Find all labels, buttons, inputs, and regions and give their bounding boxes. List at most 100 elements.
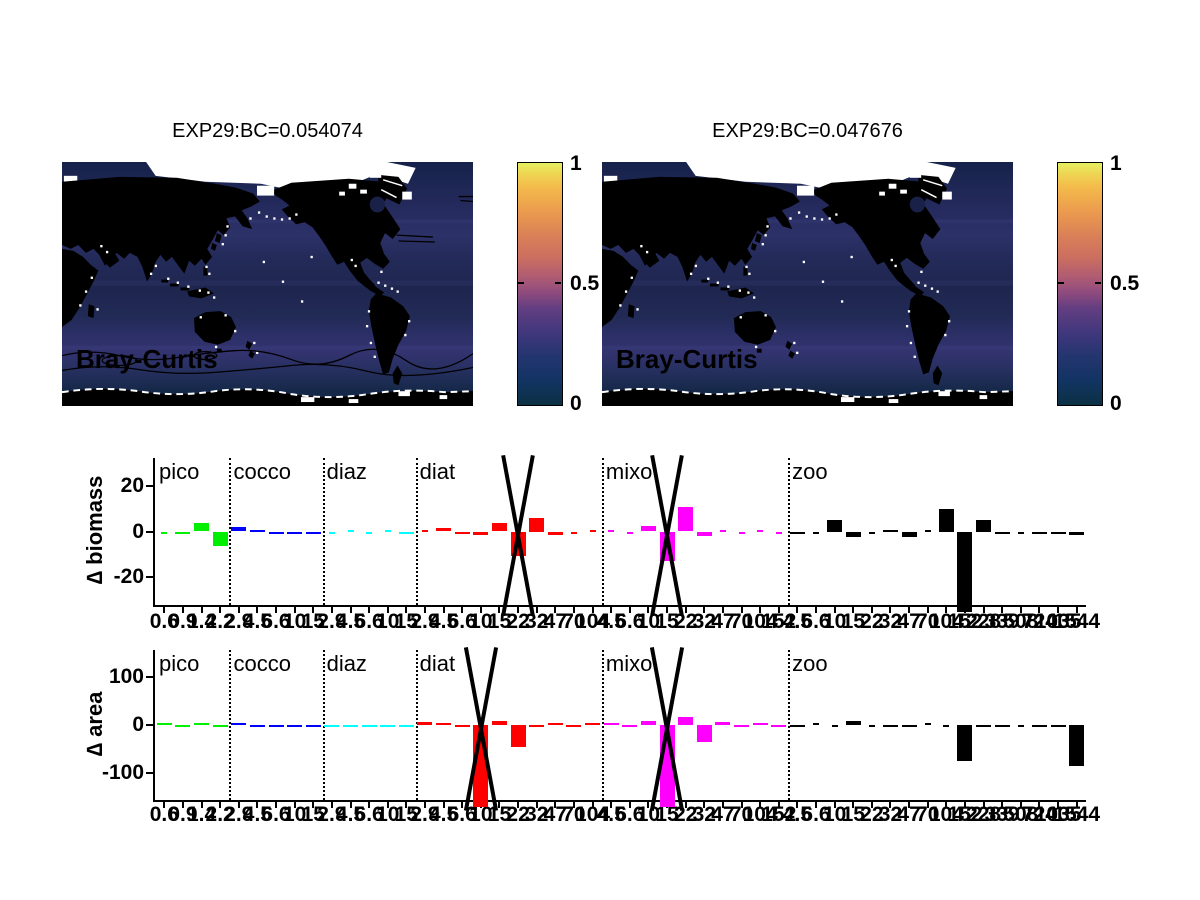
bar-zoo — [1017, 725, 1024, 727]
x-tick-label: 0.6 — [149, 610, 179, 633]
bar-pico — [175, 725, 191, 727]
bar-zoo — [789, 531, 805, 534]
bar-zoo — [976, 725, 992, 727]
x-tick — [517, 607, 520, 613]
x-tick-label: 4.5 — [782, 610, 812, 633]
x-tick — [610, 607, 613, 613]
bar-zoo — [957, 531, 973, 612]
bar-zoo — [924, 529, 931, 532]
bar-cocco — [231, 723, 247, 725]
y-tick-label: -100 — [101, 761, 144, 785]
x-tick-label: 32 — [878, 610, 903, 633]
x-tick-label: 4.5 — [242, 803, 272, 826]
colorbar-right-tick-05: 0.5 — [1110, 272, 1140, 295]
x-tick-label: 339 — [984, 610, 1020, 633]
x-tick-label: 6.6 — [615, 803, 645, 826]
x-tick-label: 47 — [711, 610, 735, 633]
x-tick-label: 1544 — [1053, 803, 1101, 826]
bar-mixo — [603, 723, 619, 725]
colorbar-right-tick-1: 1 — [1110, 152, 1122, 175]
y-tick — [146, 484, 153, 487]
bar-pico — [212, 531, 228, 547]
x-tick-label: 104 — [928, 803, 964, 826]
x-tick-label: 6.6 — [261, 803, 291, 826]
x-tick-label: 15 — [394, 803, 419, 826]
x-tick-label: 2.2 — [205, 610, 235, 633]
bar-diat — [421, 529, 428, 532]
y-tick — [146, 772, 153, 775]
x-tick — [833, 802, 836, 808]
bar-zoo — [868, 725, 875, 727]
x-tick-label: 70 — [729, 803, 754, 826]
x-tick-label: 15 — [301, 610, 325, 633]
x-tick — [572, 607, 575, 613]
x-tick — [703, 607, 706, 613]
x-tick-label: 1035 — [1034, 610, 1082, 633]
x-tick — [219, 802, 222, 808]
bar-cocco — [249, 725, 265, 727]
x-tick-label: 10 — [376, 803, 400, 826]
x-tick — [852, 607, 855, 613]
x-tick — [237, 607, 240, 613]
world-map-svg — [62, 162, 473, 406]
x-tick — [1075, 607, 1078, 613]
bar-zoo — [994, 531, 1010, 534]
x-tick-label: 10 — [376, 610, 400, 633]
x-tick — [461, 607, 464, 613]
x-tick-label: 70 — [916, 803, 940, 826]
x-tick — [945, 607, 948, 613]
bar-mixo — [622, 725, 638, 727]
x-tick-label: 2.9 — [224, 803, 254, 826]
x-tick — [777, 802, 780, 808]
x-tick — [368, 607, 371, 613]
x-tick-label: 2.9 — [224, 610, 254, 633]
x-tick — [815, 802, 817, 808]
bar-diat — [566, 725, 582, 727]
x-tick — [386, 802, 389, 808]
x-tick-label: 2.9 — [317, 610, 347, 633]
bar-mixo — [640, 721, 656, 725]
bar-mixo — [678, 717, 694, 725]
x-tick-label: 1.4 — [186, 803, 217, 826]
group-label-zoo: zoo — [792, 651, 828, 676]
bar-zoo — [813, 723, 819, 725]
x-tick — [759, 802, 762, 808]
bar-mixo — [608, 529, 615, 532]
x-tick — [200, 802, 203, 808]
bar-zoo — [827, 520, 843, 532]
x-tick-label: 228 — [966, 610, 1002, 633]
bar-mixo — [678, 507, 694, 532]
x-tick-label: 0.9 — [168, 803, 198, 826]
x-tick-label: 10 — [822, 610, 847, 633]
x-tick-label: 104 — [928, 610, 964, 633]
x-axis-line — [153, 800, 1086, 802]
colorbar-right-midtick2 — [1095, 282, 1101, 284]
x-tick-label: 47 — [897, 610, 921, 633]
bar-pico — [194, 723, 210, 725]
x-tick-label: 152 — [947, 610, 983, 633]
x-tick — [256, 607, 259, 613]
x-tick — [721, 607, 724, 613]
x-tick — [889, 802, 892, 808]
bar-mixo — [715, 721, 731, 725]
x-tick-label: 15 — [655, 610, 679, 633]
x-tick — [777, 607, 780, 613]
bar-mixo — [696, 725, 712, 742]
x-tick — [405, 802, 408, 808]
x-tick-label: 1544 — [1053, 610, 1101, 633]
x-tick — [982, 802, 985, 808]
x-tick — [181, 607, 184, 613]
group-label-pico: pico — [159, 459, 200, 484]
bar-cocco — [231, 527, 247, 532]
x-tick-label: 4.5 — [596, 610, 626, 633]
x-tick — [1075, 802, 1078, 808]
x-tick-label: 15 — [655, 803, 679, 826]
bar-diat — [510, 725, 526, 747]
x-tick — [237, 802, 240, 808]
x-tick-label: 22 — [860, 610, 884, 633]
bar-diat — [473, 531, 489, 535]
x-tick — [554, 607, 557, 613]
x-tick — [349, 607, 352, 613]
x-tick-label: 104 — [742, 610, 778, 633]
world-map-left: Bray-Curtis — [62, 162, 473, 406]
